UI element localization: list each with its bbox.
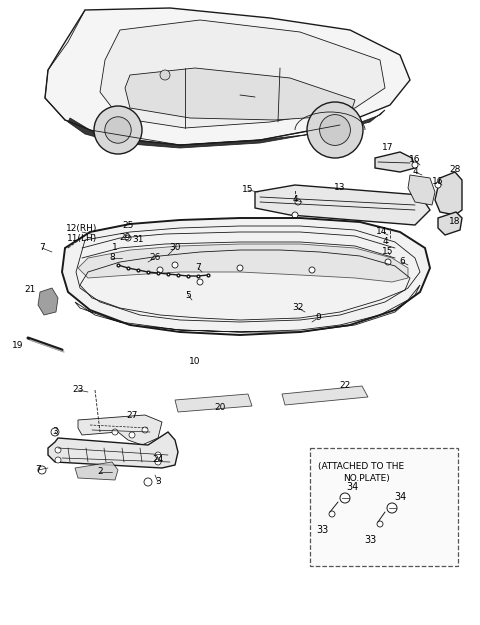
Circle shape: [307, 102, 363, 158]
Text: 27: 27: [126, 411, 138, 419]
Text: 15: 15: [242, 186, 254, 194]
Circle shape: [412, 162, 418, 168]
Polygon shape: [175, 394, 252, 412]
Polygon shape: [38, 288, 58, 315]
Circle shape: [172, 262, 178, 268]
Text: 30: 30: [169, 244, 181, 252]
Circle shape: [320, 114, 350, 146]
Polygon shape: [75, 462, 118, 480]
Text: NO.PLATE): NO.PLATE): [343, 474, 390, 482]
Circle shape: [377, 521, 383, 527]
Text: 9: 9: [315, 314, 321, 322]
Circle shape: [237, 265, 243, 271]
Text: 17: 17: [382, 144, 394, 152]
Circle shape: [94, 106, 142, 154]
Circle shape: [197, 279, 203, 285]
Text: 29: 29: [120, 234, 131, 242]
Text: 20: 20: [214, 404, 226, 412]
Text: 3: 3: [52, 428, 58, 436]
Circle shape: [292, 212, 298, 218]
Text: 2: 2: [97, 468, 103, 476]
Polygon shape: [48, 432, 178, 468]
Circle shape: [129, 432, 135, 438]
Circle shape: [387, 252, 393, 258]
Circle shape: [38, 466, 46, 474]
Text: 23: 23: [72, 386, 84, 394]
Text: 32: 32: [292, 304, 304, 312]
Text: 24: 24: [152, 456, 164, 464]
Text: 8: 8: [109, 254, 115, 262]
Circle shape: [157, 267, 163, 273]
Text: 25: 25: [122, 221, 134, 229]
Text: 16: 16: [432, 177, 444, 186]
Circle shape: [387, 503, 397, 513]
Text: 22: 22: [339, 381, 350, 389]
Text: 7: 7: [195, 264, 201, 272]
Text: 10: 10: [189, 357, 201, 366]
Polygon shape: [62, 218, 430, 335]
Circle shape: [142, 427, 148, 433]
Circle shape: [329, 511, 335, 517]
Text: 3: 3: [155, 478, 161, 486]
Circle shape: [144, 478, 152, 486]
Text: 31: 31: [132, 236, 144, 244]
Text: 5: 5: [185, 291, 191, 299]
Polygon shape: [45, 8, 410, 145]
Circle shape: [55, 457, 61, 463]
Text: 7: 7: [35, 466, 41, 474]
FancyBboxPatch shape: [310, 448, 458, 566]
Text: 4: 4: [382, 238, 388, 246]
Polygon shape: [435, 172, 462, 215]
Polygon shape: [125, 68, 355, 120]
Circle shape: [435, 182, 441, 188]
Polygon shape: [255, 185, 430, 225]
Text: 21: 21: [24, 286, 36, 294]
Circle shape: [295, 199, 301, 205]
Text: 13: 13: [334, 184, 346, 192]
Text: 4: 4: [292, 196, 298, 204]
Circle shape: [155, 452, 161, 458]
Text: 15: 15: [382, 248, 394, 256]
Circle shape: [385, 259, 391, 265]
Text: 4: 4: [412, 168, 418, 176]
Polygon shape: [282, 386, 368, 405]
Text: 19: 19: [12, 341, 24, 349]
Polygon shape: [438, 212, 462, 235]
Text: 1: 1: [112, 244, 118, 252]
Text: 14: 14: [376, 228, 388, 236]
Circle shape: [309, 267, 315, 273]
Circle shape: [55, 447, 61, 453]
Polygon shape: [78, 415, 162, 445]
Circle shape: [340, 493, 350, 503]
Text: 18: 18: [449, 217, 461, 226]
Text: 33: 33: [364, 535, 376, 545]
Polygon shape: [375, 152, 415, 172]
Polygon shape: [408, 175, 435, 205]
Polygon shape: [100, 20, 385, 128]
Text: 11(LH): 11(LH): [67, 234, 97, 242]
Text: 12(RH): 12(RH): [66, 224, 98, 232]
Polygon shape: [68, 110, 385, 148]
Text: 6: 6: [399, 258, 405, 266]
Circle shape: [160, 70, 170, 80]
Circle shape: [125, 235, 131, 241]
Text: 16: 16: [409, 156, 421, 164]
Circle shape: [387, 239, 393, 245]
Text: 28: 28: [449, 166, 461, 174]
Text: 26: 26: [149, 254, 161, 262]
Circle shape: [155, 459, 161, 465]
Text: 34: 34: [346, 482, 358, 492]
Text: (ATTACHED TO THE: (ATTACHED TO THE: [318, 461, 404, 471]
Circle shape: [51, 428, 59, 436]
Text: 34: 34: [394, 492, 406, 502]
Text: 33: 33: [316, 525, 328, 535]
Polygon shape: [78, 244, 408, 282]
Circle shape: [112, 429, 118, 435]
Text: 7: 7: [39, 244, 45, 252]
Circle shape: [105, 117, 131, 143]
